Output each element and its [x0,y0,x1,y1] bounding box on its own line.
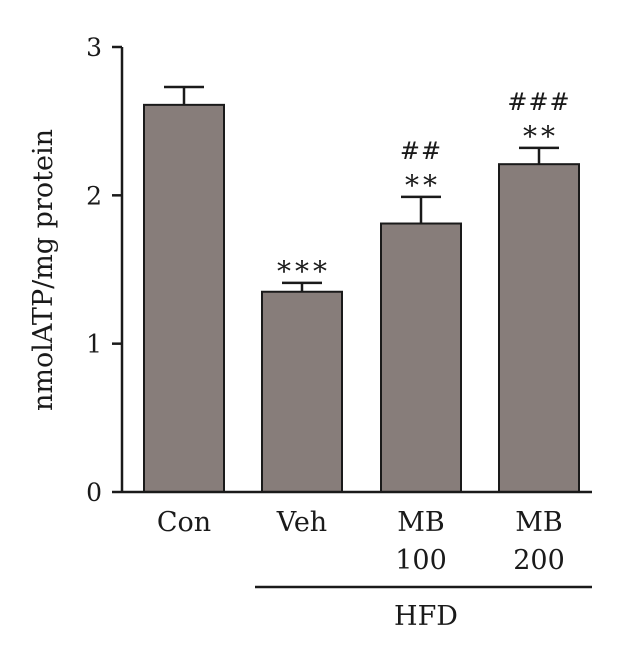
significance-hashes: ## [400,137,442,165]
significance-stars: ** [523,120,559,153]
x-tick-label: Veh [276,507,327,538]
axes-layer [120,47,592,494]
significance-stars: ** [405,169,441,202]
significance-stars: *** [277,255,331,288]
group-bracket: HFD [255,585,592,632]
x-tick-label: 100 [395,545,447,576]
x-tick-label: MB [515,507,563,538]
significance-marks: *****## **### [277,88,570,288]
y-ticks: 0 1 2 3 [86,33,122,507]
category-labels: Con Veh MB 100 MB 200 [157,507,565,576]
y-axis-label: nmolATP/mg protein [28,129,59,411]
x-tick-label: 200 [513,545,565,576]
y-tick-label: 0 [86,478,102,507]
significance-hashes: ### [507,88,570,116]
bar [380,222,462,493]
x-tick-label: Con [157,507,211,538]
y-tick-label: 1 [86,330,102,359]
y-tick-label: 2 [86,181,102,210]
bar [498,163,580,494]
bar [143,103,225,493]
bars-layer [143,85,580,494]
group-label: HFD [394,601,458,632]
x-tick-label: MB [397,507,445,538]
y-tick-label: 3 [86,33,102,62]
bar [261,290,343,493]
